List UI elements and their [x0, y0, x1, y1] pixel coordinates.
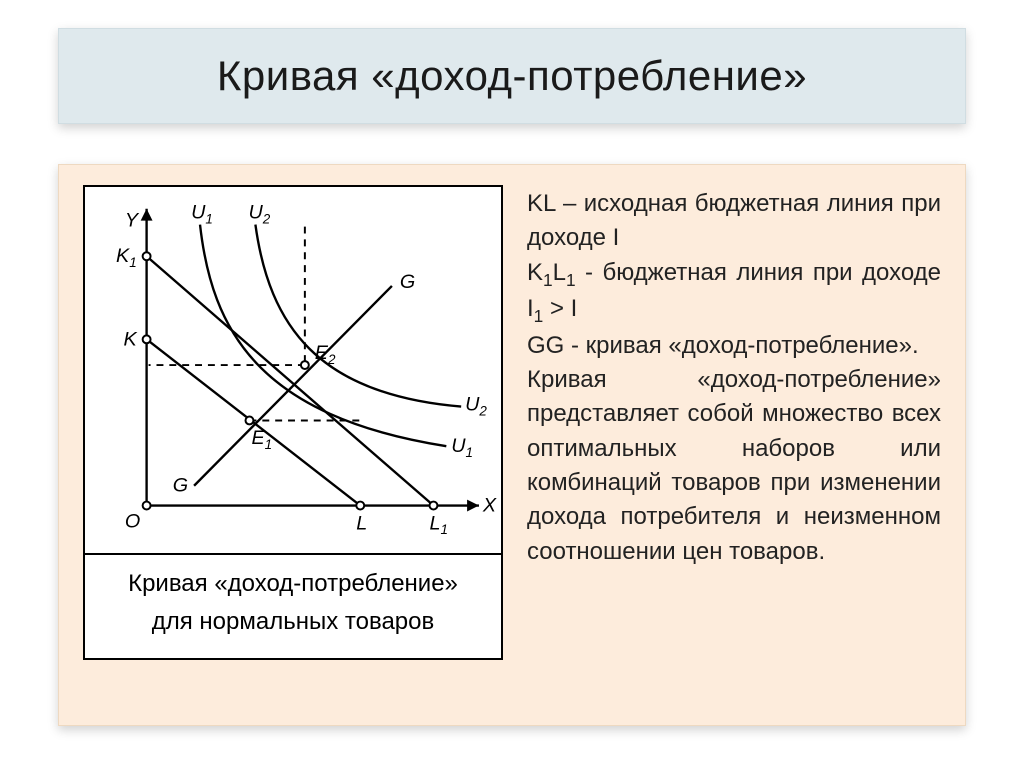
svg-text:G: G [173, 475, 188, 497]
svg-text:X: X [482, 494, 497, 516]
svg-text:L: L [356, 512, 367, 534]
desc-p2-sub3: 1 [534, 306, 544, 326]
svg-text:E1: E1 [251, 427, 272, 452]
title-bar: Кривая «доход-потребление» [58, 28, 966, 124]
desc-p2-pre: K [527, 259, 543, 286]
svg-text:G: G [400, 271, 415, 293]
right-column: KL – исходная бюджетная линия при доходе… [521, 185, 947, 701]
caption-line-2: для нормальных товаров [99, 603, 487, 641]
desc-p1: KL – исходная бюджетная линия при доходе… [527, 190, 941, 251]
left-column: XYOU1U2U1U2GGK1KLL1E1E2 Кривая «доход-по… [83, 185, 503, 701]
desc-p3: GG - кривая «доход-потребление». [527, 332, 919, 359]
svg-text:K1: K1 [116, 245, 137, 270]
desc-p2-mid2: - бюджетная линия при доходе I [527, 259, 941, 323]
svg-text:U2: U2 [248, 202, 270, 227]
svg-text:K: K [124, 328, 138, 350]
slide-root: Кривая «доход-потребление» XYOU1U2U1U2GG… [0, 0, 1024, 768]
desc-p4: Кривая «доход-потребление» представляет … [527, 366, 941, 565]
description-text: KL – исходная бюджетная линия при доходе… [527, 187, 941, 569]
content-panel: XYOU1U2U1U2GGK1KLL1E1E2 Кривая «доход-по… [58, 164, 966, 726]
svg-text:O: O [125, 510, 140, 532]
svg-text:U2: U2 [465, 394, 487, 419]
svg-text:U1: U1 [451, 435, 473, 460]
desc-p2-mid: L [553, 259, 566, 286]
svg-text:Y: Y [125, 210, 140, 232]
caption-line-1: Кривая «доход-потребление» [99, 565, 487, 603]
chart-box: XYOU1U2U1U2GGK1KLL1E1E2 [83, 185, 503, 555]
income-consumption-chart: XYOU1U2U1U2GGK1KLL1E1E2 [85, 187, 501, 553]
svg-text:L1: L1 [430, 512, 448, 537]
desc-p2-sub1: 1 [543, 269, 553, 289]
desc-p2-tail: > I [543, 295, 577, 322]
slide-title: Кривая «доход-потребление» [217, 52, 807, 100]
svg-text:U1: U1 [191, 202, 213, 227]
chart-caption: Кривая «доход-потребление» для нормальны… [83, 555, 503, 660]
desc-p2-sub2: 1 [566, 269, 576, 289]
